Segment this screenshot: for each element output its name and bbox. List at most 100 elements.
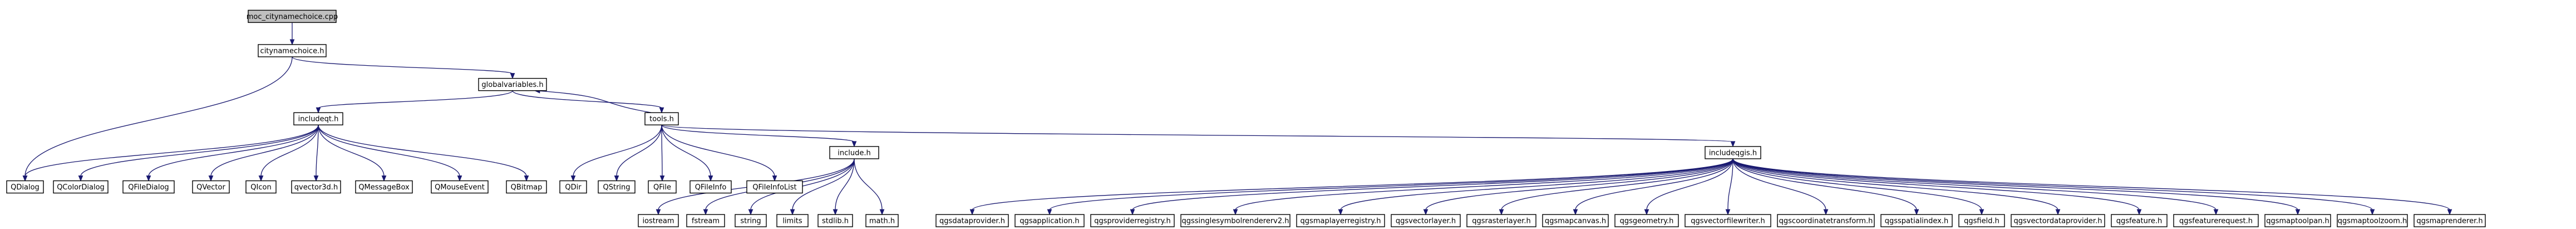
node-QMessageBox[interactable]: QMessageBox — [355, 180, 413, 194]
node-qgsmaptoolzoom[interactable]: qgsmaptoolzoom.h — [2337, 214, 2408, 227]
node-box — [686, 214, 725, 227]
node-label: qgsvectordataprovider.h — [2014, 217, 2102, 226]
node-qgsgeometry[interactable]: qgsgeometry.h — [1614, 214, 1679, 227]
node-box — [293, 112, 343, 125]
node-qgssinglesymbolrendererv2[interactable]: qgssinglesymbolrendererv2.h — [1180, 214, 1291, 227]
node-qgsrasterlayer[interactable]: qgsrasterlayer.h — [1466, 214, 1536, 227]
edge-includeqt-to-qvector3d — [313, 125, 319, 182]
edge-line — [616, 125, 662, 177]
node-box — [644, 112, 679, 125]
node-box — [2173, 214, 2259, 227]
node-box — [648, 180, 677, 194]
node-label: QFile — [653, 183, 671, 192]
edge-line — [1732, 158, 1826, 211]
edge-globalvariables-to-includeqt — [316, 90, 513, 114]
node-label: QDialog — [11, 183, 40, 192]
edge-tools-to-QFileInfoList — [661, 125, 777, 182]
node-QFileInfo[interactable]: QFileInfo — [689, 180, 732, 194]
edge-includeqt-to-QBitmap — [318, 125, 529, 182]
node-qgsmapcanvas[interactable]: qgsmapcanvas.h — [1542, 214, 1609, 227]
arrowhead — [790, 209, 795, 216]
node-iostream[interactable]: iostream — [638, 214, 679, 227]
node-QString[interactable]: QString — [598, 180, 636, 194]
node-qgsproviderregistry[interactable]: qgsproviderregistry.h — [1090, 214, 1175, 227]
node-label: QBitmap — [511, 183, 543, 192]
node-qgsmaplayerregistry[interactable]: qgsmaplayerregistry.h — [1296, 214, 1385, 227]
edge-includeqt-to-QColorDialog — [78, 125, 319, 182]
node-box — [258, 44, 327, 57]
node-qgsfeature[interactable]: qgsfeature.h — [2111, 214, 2168, 227]
edge-line — [1732, 158, 2298, 211]
arrowhead — [457, 175, 462, 182]
node-QBitmap[interactable]: QBitmap — [506, 180, 547, 194]
edge-line — [1132, 158, 1733, 211]
node-label: qgsvectorlayer.h — [1396, 217, 1456, 226]
node-QColorDialog[interactable]: QColorDialog — [53, 180, 109, 194]
arrowhead — [1047, 209, 1052, 216]
arrowhead — [659, 175, 665, 182]
node-qgsmaptoolpan[interactable]: qgsmaptoolpan.h — [2264, 214, 2331, 227]
arrowhead — [772, 175, 777, 182]
arrowhead — [208, 175, 214, 182]
node-qgsfeaturerequest[interactable]: qgsfeaturerequest.h — [2173, 214, 2259, 227]
node-math[interactable]: math.h — [865, 214, 899, 227]
node-QMouseEvent[interactable]: QMouseEvent — [431, 180, 489, 194]
arrowhead — [258, 175, 264, 182]
node-label: qgsmaptoolzoom.h — [2338, 217, 2407, 226]
node-includeqgis[interactable]: includeqgis.h — [1705, 146, 1761, 159]
node-include[interactable]: include.h — [829, 146, 879, 159]
node-QIcon[interactable]: QIcon — [245, 180, 277, 194]
node-box — [598, 180, 636, 194]
node-qgsfield[interactable]: qgsfield.h — [1958, 214, 2005, 227]
node-QDir[interactable]: QDir — [559, 180, 587, 194]
edge-includeqgis-to-qgsfeature — [1732, 158, 2142, 216]
node-tools[interactable]: tools.h — [644, 112, 679, 125]
edge-line — [1049, 158, 1733, 211]
node-qgsspatialindex[interactable]: qgsspatialindex.h — [1880, 214, 1953, 227]
node-limits[interactable]: limits — [776, 214, 809, 227]
node-fstream[interactable]: fstream — [686, 214, 725, 227]
node-box — [355, 180, 413, 194]
edge-includeqgis-to-qgsspatialindex — [1732, 158, 1919, 216]
node-stdlib[interactable]: stdlib.h — [817, 214, 853, 227]
node-QDialog[interactable]: QDialog — [6, 180, 44, 194]
edge-line — [972, 158, 1733, 211]
node-qgsapplication[interactable]: qgsapplication.h — [1014, 214, 1085, 227]
edge-line — [1646, 158, 1733, 211]
node-QFileInfoList[interactable]: QFileInfoList — [746, 180, 803, 194]
node-QFile[interactable]: QFile — [648, 180, 677, 194]
edge-includeqgis-to-qgsmaptoolpan — [1732, 158, 2301, 216]
node-QVector[interactable]: QVector — [192, 180, 230, 194]
node-qgsvectorlayer[interactable]: qgsvectorlayer.h — [1391, 214, 1461, 227]
arrowhead — [316, 107, 321, 114]
node-string[interactable]: string — [735, 214, 767, 227]
node-label: qgsfeature.h — [2116, 217, 2163, 226]
node-qgsvectordataprovider[interactable]: qgsvectordataprovider.h — [2011, 214, 2105, 227]
node-qgsmaprenderer[interactable]: qgsmaprenderer.h — [2414, 214, 2486, 227]
node-qgsvectorfilewriter[interactable]: qgsvectorfilewriter.h — [1685, 214, 1771, 227]
node-label: qgscoordinatetransform.h — [1779, 217, 1873, 226]
node-QFileDialog[interactable]: QFileDialog — [122, 180, 175, 194]
edge-tools-to-globalvariables — [534, 88, 652, 113]
edge-line — [318, 125, 385, 177]
node-label: QColorDialog — [57, 183, 105, 192]
edge-includeqgis-to-qgsmaprenderer — [1732, 158, 2452, 216]
edge-line — [534, 90, 652, 113]
arrowhead — [2447, 209, 2452, 216]
node-label: qgsproviderregistry.h — [1094, 217, 1171, 226]
node-box — [1090, 214, 1175, 227]
node-box — [1542, 214, 1609, 227]
edge-line — [835, 158, 855, 211]
node-includeqt[interactable]: includeqt.h — [293, 112, 343, 125]
edge-line — [1727, 158, 1733, 211]
edge-line — [1732, 158, 2373, 211]
node-box — [865, 214, 899, 227]
node-citynamechoice[interactable]: citynamechoice.h — [258, 44, 327, 57]
edge-line — [1235, 158, 1733, 211]
node-qgscoordinatetransform[interactable]: qgscoordinatetransform.h — [1777, 214, 1875, 227]
node-qvector3d[interactable]: qvector3d.h — [291, 180, 341, 194]
node-qgsdataprovider[interactable]: qgsdataprovider.h — [935, 214, 1009, 227]
node-box — [2337, 214, 2408, 227]
node-globalvariables[interactable]: globalvariables.h — [478, 77, 547, 91]
